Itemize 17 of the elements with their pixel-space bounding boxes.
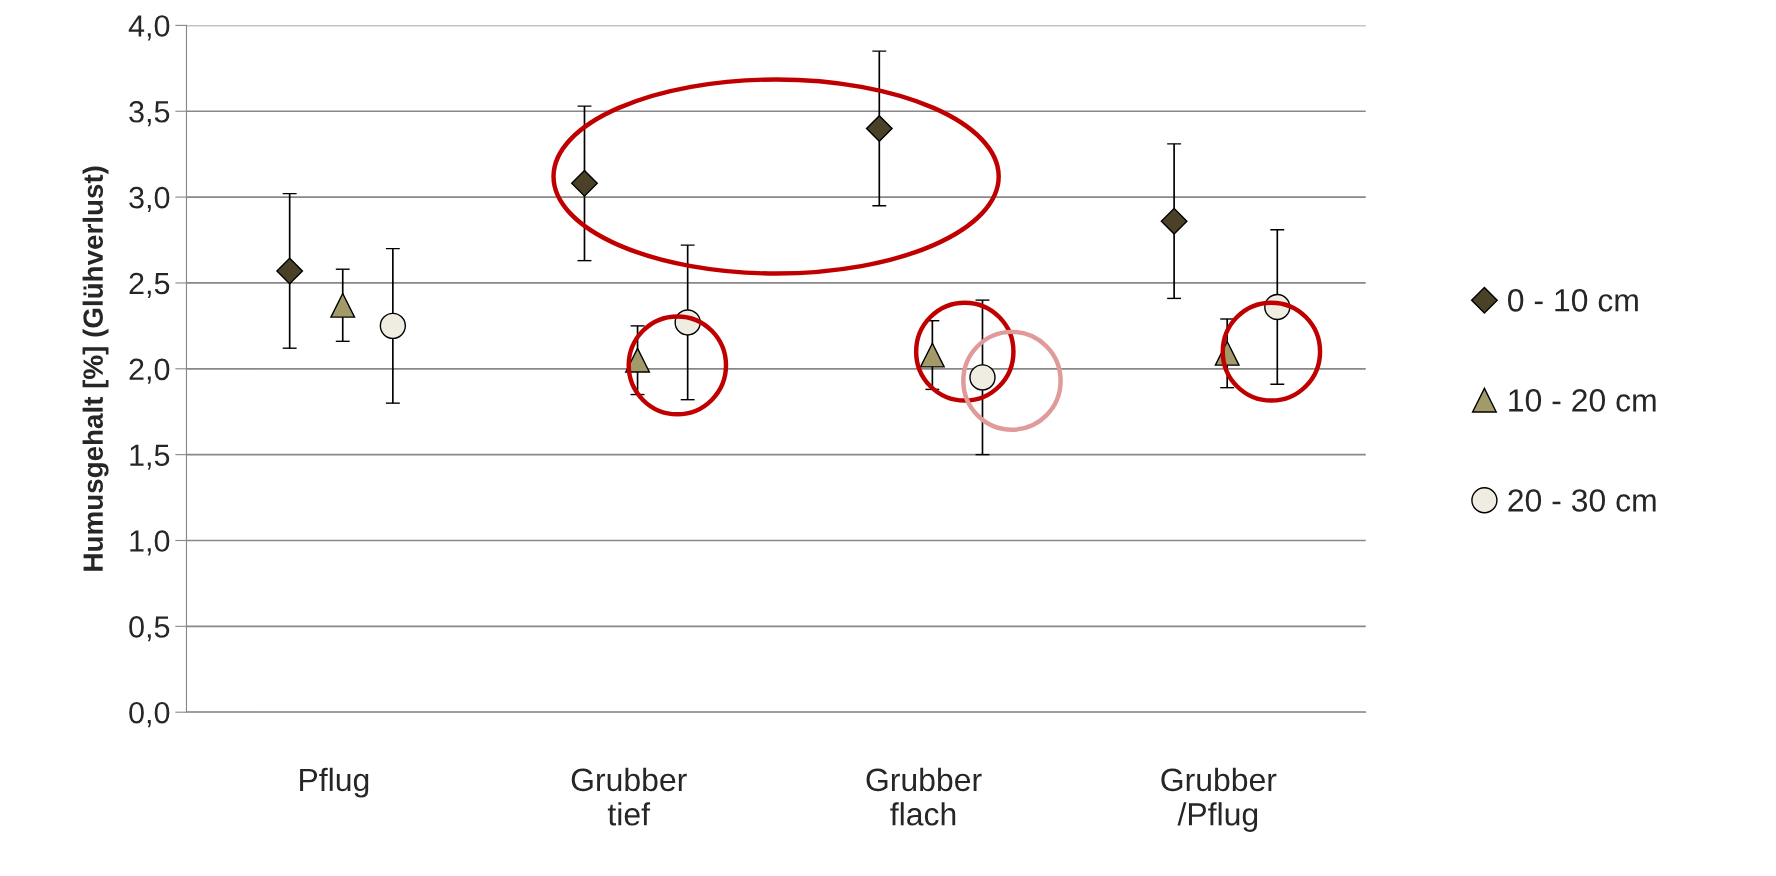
y-tick-label: 0,5 bbox=[129, 616, 170, 642]
y-tick-label: 3,5 bbox=[129, 100, 170, 127]
legend-label: 10 - 20 cm bbox=[1509, 389, 1656, 412]
y-tick-label: 3,0 bbox=[129, 186, 170, 213]
y-tick-label: 2,0 bbox=[129, 358, 170, 384]
y-axis-title: Humusgehalt [%] (Glühverlust) bbox=[82, 166, 109, 571]
x-tick-label: Grubber flach bbox=[866, 767, 982, 826]
y-tick-label: 0,0 bbox=[129, 701, 170, 728]
x-tick-label: Grubber /Pflug bbox=[1161, 767, 1277, 832]
y-tick-label: 1,5 bbox=[130, 444, 170, 470]
x-tick-label: Pflug bbox=[300, 767, 369, 798]
legend-label: 20 - 30 cm bbox=[1508, 489, 1656, 512]
y-tick-label: 1,0 bbox=[130, 530, 170, 556]
y-tick-label: 4,0 bbox=[128, 15, 170, 41]
x-tick-label: Grubber tief bbox=[571, 767, 687, 826]
legend-label: 0 - 10 cm bbox=[1508, 289, 1638, 312]
y-tick-label: 2,5 bbox=[129, 272, 170, 298]
